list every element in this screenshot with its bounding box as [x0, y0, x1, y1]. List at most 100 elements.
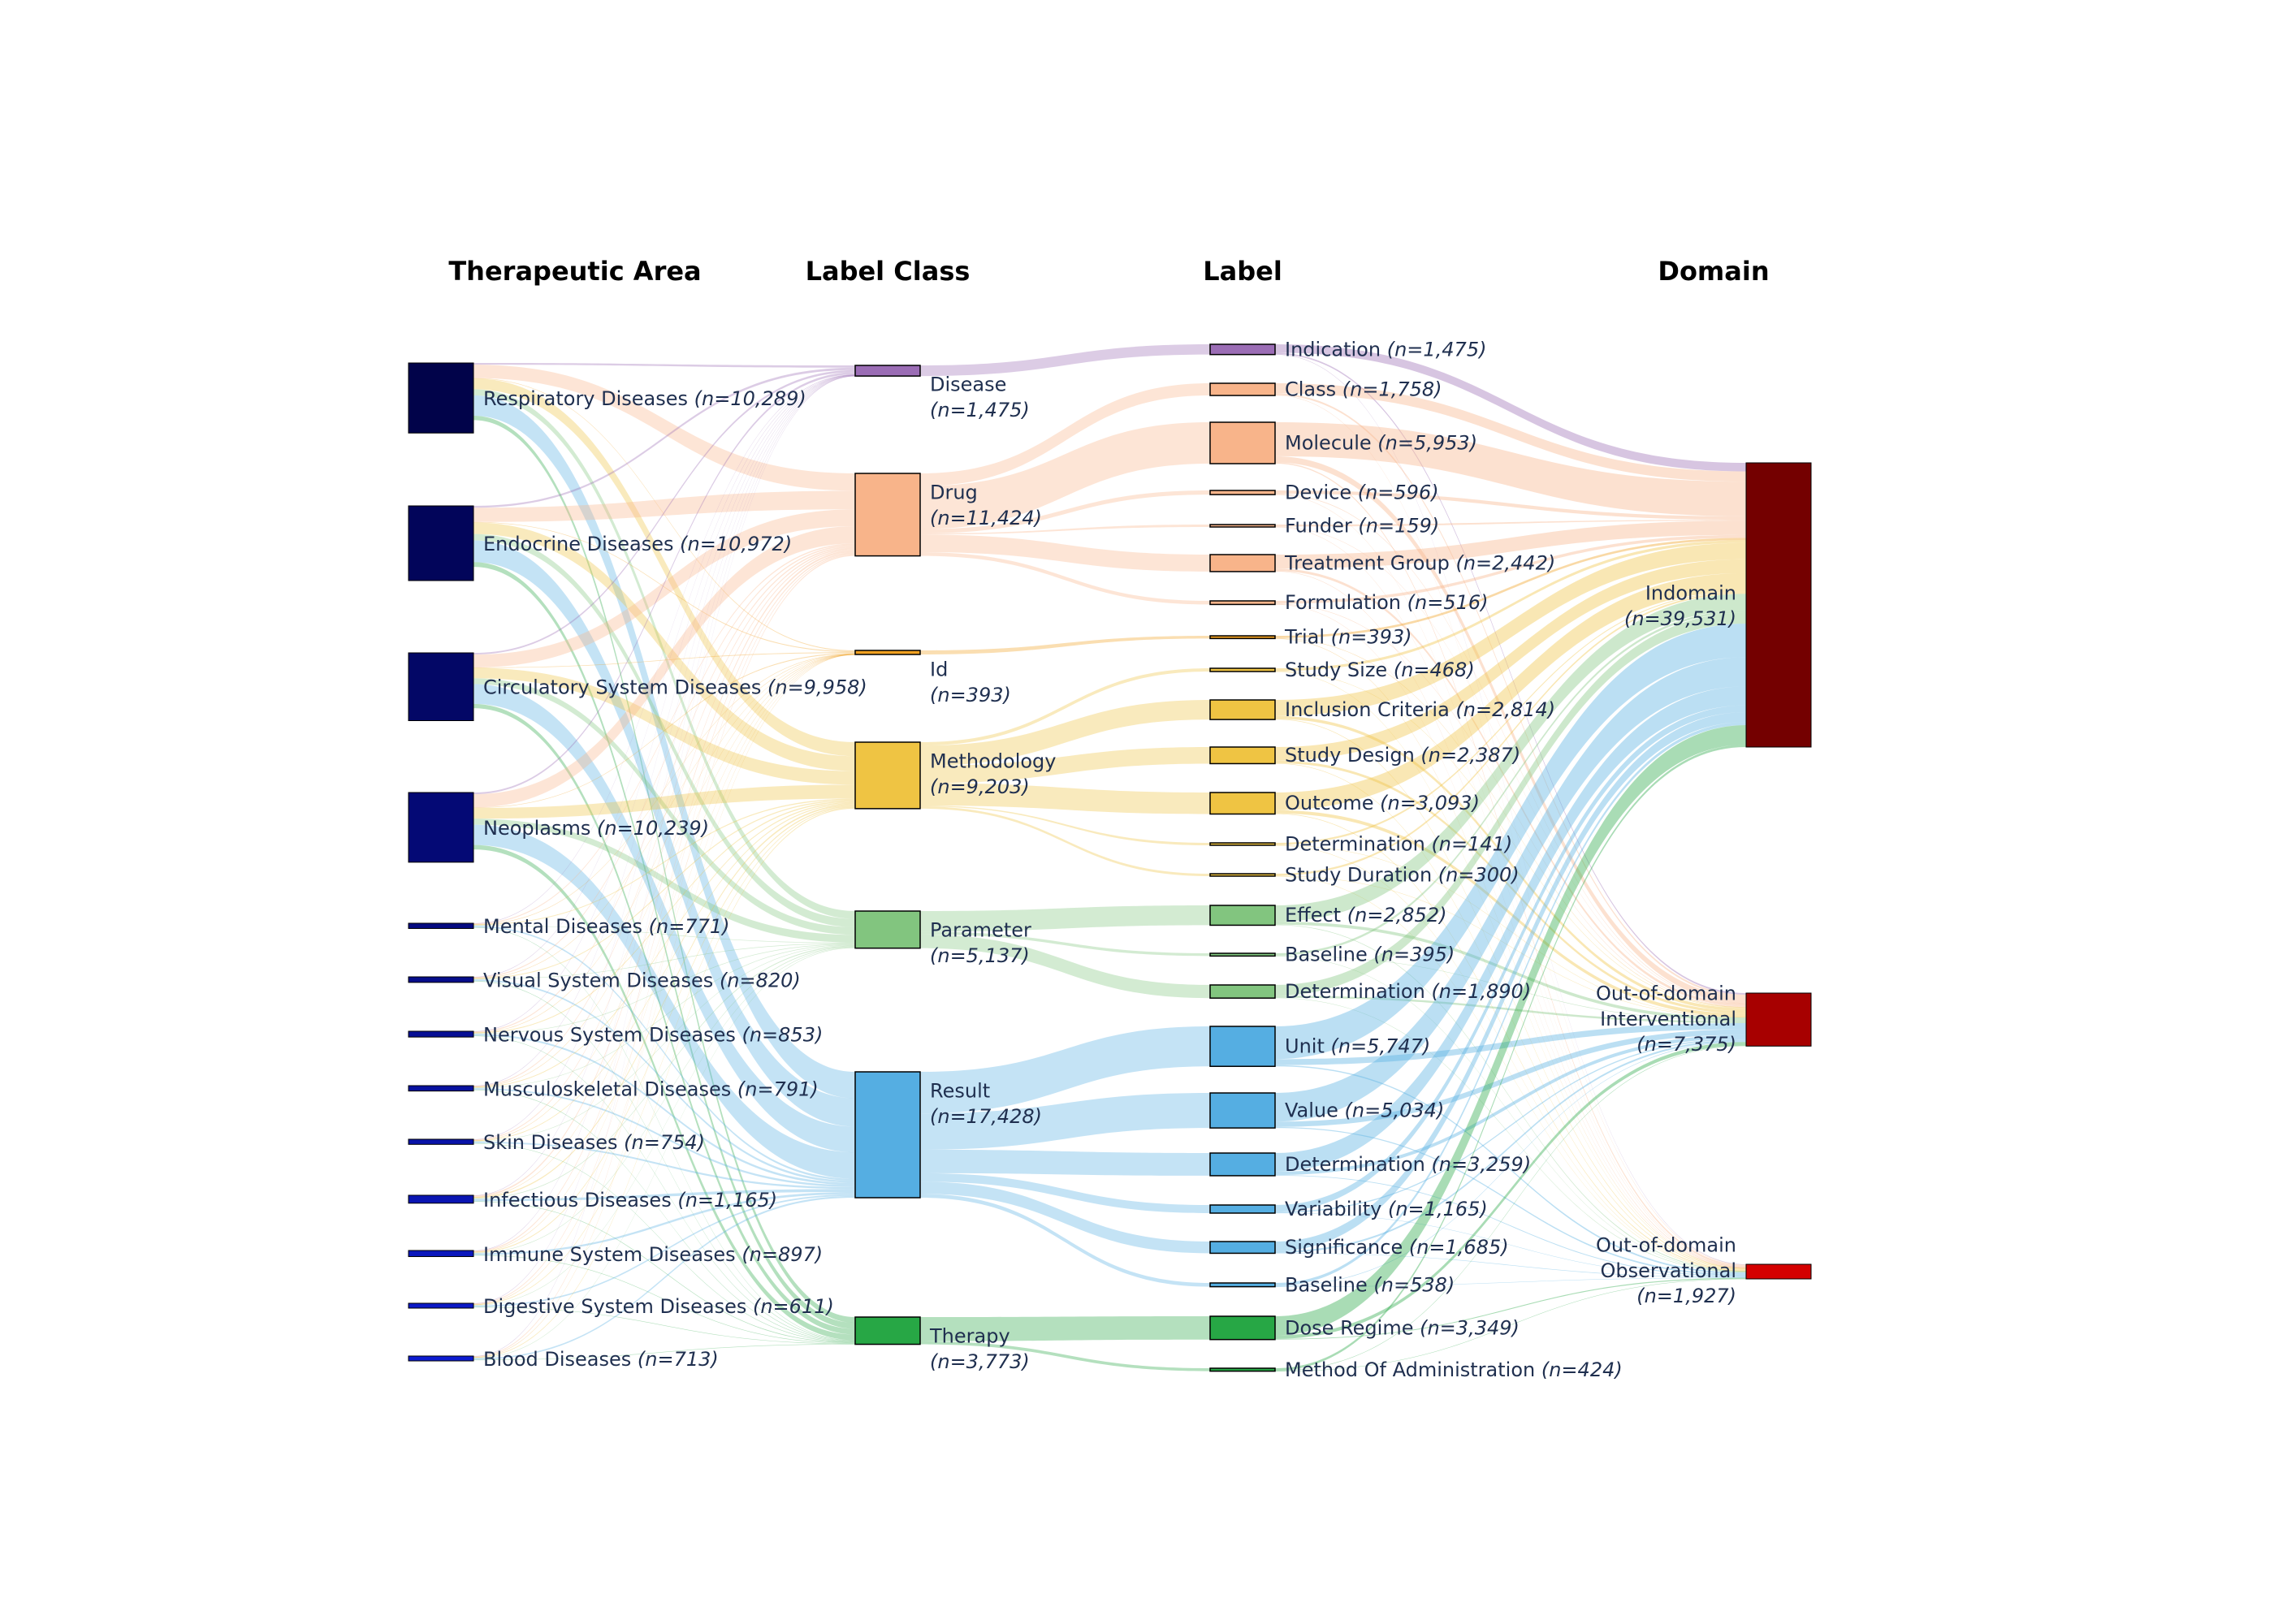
flow-molecule-2-to-out-of-domain-observational [1275, 462, 1746, 1268]
flow-infectious-diseases-to-result [473, 1189, 855, 1202]
flow-skin-diseases-to-drug [473, 548, 855, 1141]
node-label-variability-20 [1209, 1204, 1276, 1214]
flow-significance-21-to-out-of-domain-observational [1275, 1253, 1746, 1278]
flow-methodology-to-study-duration-13 [920, 806, 1210, 876]
flow-circulatory-system-diseases-to-id [473, 652, 855, 668]
node-immune-system-diseases [408, 1250, 474, 1258]
node-label-study-duration-13 [1209, 873, 1276, 877]
node-class-result [854, 1071, 921, 1199]
label-dose-regime-23: Dose Regime (n=3,349) [1285, 1316, 1520, 1339]
flow-funder-4-to-indomain [1275, 520, 1746, 527]
flow-methodology-to-determination-12 [920, 805, 1210, 845]
flow-skin-diseases-to-disease [473, 375, 855, 1140]
flow-baseline-15-to-out-of-domain-observational [1275, 956, 1746, 1272]
flow-variability-20-to-out-of-domain-observational [1275, 1212, 1746, 1277]
flow-respiratory-diseases-to-result [473, 395, 855, 1099]
flow-nervous-system-diseases-to-methodology [473, 801, 855, 1034]
flow-skin-diseases-to-therapy [473, 1142, 855, 1343]
flow-mental-diseases-to-disease [473, 374, 855, 924]
node-blood-diseases [408, 1355, 474, 1362]
node-label-determination-19 [1209, 1152, 1276, 1177]
flow-infectious-diseases-to-id [473, 654, 855, 1198]
flow-immune-system-diseases-to-disease [473, 375, 855, 1251]
flow-circulatory-system-diseases-to-disease [473, 369, 855, 655]
flow-neoplasms-to-methodology [473, 784, 855, 819]
flow-neoplasms-to-drug [473, 525, 855, 808]
label-neoplasms: Neoplasms (n=10,239) [483, 817, 709, 840]
flow-study-duration-13-to-out-of-domain-observational [1275, 875, 1746, 1272]
flow-device-3-to-indomain [1275, 490, 1746, 520]
flow-methodology-to-study-design-10 [920, 747, 1210, 784]
flow-blood-diseases-to-disease [473, 375, 855, 1357]
node-class-therapy [854, 1316, 921, 1345]
node-label-study-design-10 [1209, 746, 1276, 765]
label-device-3: Device (n=596) [1285, 482, 1439, 504]
label-unit-17: Unit (n=5,747) [1285, 1035, 1430, 1058]
flow-mental-diseases-to-result [473, 925, 855, 1181]
flow-digestive-system-diseases-to-parameter [473, 947, 855, 1306]
flow-neoplasms-to-disease [473, 372, 855, 795]
nodes [408, 343, 1812, 1372]
label-class-parameter: Parameter (n=5,137) [930, 919, 1031, 967]
flow-musculoskeletal-diseases-to-id [473, 654, 855, 1088]
flow-nervous-system-diseases-to-result [473, 1034, 855, 1186]
flow-endocrine-diseases-to-methodology [473, 522, 855, 771]
flow-skin-diseases-to-result [473, 1141, 855, 1190]
flow-skin-diseases-to-id [473, 654, 855, 1141]
label-determination-12: Determination (n=141) [1285, 833, 1512, 856]
flow-method-of-administration-24-to-out-of-domain-interventional [1275, 1045, 1746, 1371]
flow-immune-system-diseases-to-drug [473, 551, 855, 1252]
label-method-of-administration-24: Method Of Administration (n=424) [1285, 1358, 1623, 1381]
flow-determination-16-to-out-of-domain-interventional [1275, 996, 1746, 1023]
label-blood-diseases: Blood Diseases (n=713) [483, 1348, 719, 1371]
label-study-design-10: Study Design (n=2,387) [1285, 744, 1520, 767]
flow-determination-16-to-out-of-domain-observational [1275, 997, 1746, 1273]
flow-indication-0-to-indomain [1275, 344, 1746, 472]
label-indication-0: Indication (n=1,475) [1285, 338, 1486, 361]
flow-skin-diseases-to-parameter [473, 944, 855, 1142]
flow-circulatory-system-diseases-to-drug [473, 509, 855, 668]
node-label-class-1 [1209, 382, 1276, 396]
flow-treatment-group-5-to-out-of-domain-interventional [1275, 568, 1746, 1007]
node-label-value-18 [1209, 1092, 1276, 1129]
flow-determination-12-to-out-of-domain-observational [1275, 844, 1746, 1272]
node-musculoskeletal-diseases [408, 1085, 474, 1092]
flow-baseline-15-to-out-of-domain-interventional [1275, 955, 1746, 1021]
flow-circulatory-system-diseases-to-result [473, 684, 855, 1153]
flow-parameter-to-effect-14 [920, 905, 1210, 932]
flow-value-18-to-out-of-domain-interventional [1275, 1029, 1746, 1127]
node-domain-out-of-domain-interventional [1745, 992, 1812, 1047]
flow-nervous-system-diseases-to-drug [473, 546, 855, 1033]
flow-outcome-11-to-out-of-domain-observational [1275, 813, 1746, 1272]
flow-drug-to-class-1 [920, 383, 1210, 486]
flow-result-to-variability-20 [920, 1173, 1210, 1213]
node-label-molecule-2 [1209, 421, 1276, 464]
flow-effect-14-to-indomain [1275, 594, 1746, 922]
flow-baseline-22-to-out-of-domain-observational [1275, 1277, 1746, 1287]
label-value-18: Value (n=5,034) [1285, 1099, 1444, 1122]
flow-respiratory-diseases-to-id [473, 378, 855, 652]
flow-circulatory-system-diseases-to-therapy [473, 703, 855, 1335]
flow-blood-diseases-to-methodology [473, 807, 855, 1358]
node-class-drug [854, 473, 921, 557]
label-endocrine-diseases: Endocrine Diseases (n=10,972) [483, 533, 792, 555]
flow-musculoskeletal-diseases-to-therapy [473, 1089, 855, 1342]
flow-inclusion-criteria-9-to-indomain [1275, 542, 1746, 716]
flow-funder-4-to-out-of-domain-observational [1275, 526, 1746, 1268]
flow-study-design-10-to-out-of-domain-observational [1275, 762, 1746, 1270]
flow-result-to-determination-19 [920, 1149, 1210, 1176]
label-study-size-8: Study Size (n=468) [1285, 659, 1475, 681]
flow-unit-17-to-out-of-domain-interventional [1275, 1022, 1746, 1065]
flow-circulatory-system-diseases-to-methodology [473, 667, 855, 785]
flow-determination-19-to-out-of-domain-observational [1275, 1175, 1746, 1277]
flow-determination-19-to-out-of-domain-interventional [1275, 1034, 1746, 1176]
label-significance-21: Significance (n=1,685) [1285, 1236, 1509, 1259]
node-label-outcome-11 [1209, 792, 1276, 815]
flow-methodology-to-outcome-11 [920, 783, 1210, 814]
flow-neoplasms-to-result [473, 824, 855, 1179]
flow-value-18-to-out-of-domain-observational [1275, 1126, 1746, 1276]
column-title-label-class: Label Class [806, 256, 971, 287]
flow-parameter-to-determination-16 [920, 934, 1210, 999]
flow-class-1-to-out-of-domain-observational [1275, 395, 1746, 1266]
flow-variability-20-to-indomain [1275, 705, 1746, 1212]
